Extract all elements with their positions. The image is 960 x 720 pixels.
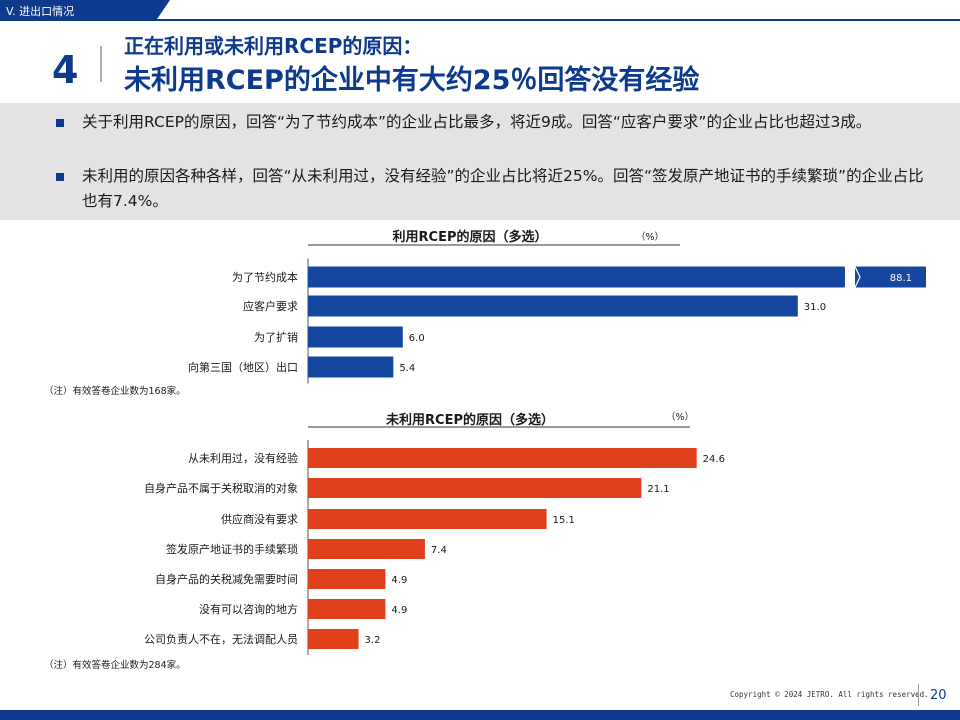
bar-category-label: 公司负责人不在，无法调配人员 bbox=[144, 632, 298, 646]
chart-unit: （%） bbox=[636, 231, 664, 243]
bar bbox=[308, 599, 386, 619]
section-divider bbox=[100, 46, 102, 82]
bar-category-label: 为了节约成本 bbox=[232, 270, 298, 284]
bar-value-label: 24.6 bbox=[703, 454, 725, 465]
page-title-line1: 正在利用或未利用RCEP的原因： bbox=[124, 34, 423, 58]
bar-category-label: 自身产品的关税减免需要时间 bbox=[155, 572, 298, 586]
bar-value-label: 6.0 bbox=[409, 333, 425, 344]
bar bbox=[308, 448, 697, 468]
bar-value-label: 88.1 bbox=[890, 273, 912, 284]
summary-bullet-text: 未利用的原因各种各样，回答“从未利用过，没有经验”的企业占比将近25%。回答“签… bbox=[82, 167, 924, 210]
bottom-bar bbox=[0, 710, 960, 720]
bar-continued bbox=[855, 266, 926, 288]
summary-bullet-2: 未利用的原因各种各样，回答“从未利用过，没有经验”的企业占比将近25%。回答“签… bbox=[56, 164, 936, 214]
bar-value-label: 21.1 bbox=[647, 484, 669, 495]
chart-title: 利用RCEP的原因（多选） bbox=[393, 229, 548, 245]
bullet-marker-icon bbox=[56, 119, 64, 127]
summary-bullet-text: 关于利用RCEP的原因，回答“为了节约成本”的企业占比最多，将近9成。回答“应客… bbox=[82, 113, 872, 131]
bar bbox=[308, 295, 798, 317]
page-title-line2: 未利用RCEP的企业中有大约25％回答没有经验 bbox=[124, 65, 700, 96]
bar-value-label: 15.1 bbox=[553, 515, 575, 526]
bar bbox=[308, 539, 425, 559]
bar-category-label: 为了扩销 bbox=[254, 330, 298, 344]
bar-category-label: 应客户要求 bbox=[243, 299, 298, 313]
bar-value-label: 3.2 bbox=[365, 635, 381, 646]
bar-category-label: 自身产品不属于关税取消的对象 bbox=[144, 481, 298, 495]
bar-value-label: 5.4 bbox=[399, 363, 415, 374]
bar bbox=[308, 509, 547, 529]
summary-bullet-1: 关于利用RCEP的原因，回答“为了节约成本”的企业占比最多，将近9成。回答“应客… bbox=[56, 110, 936, 135]
header-rule bbox=[0, 19, 960, 21]
bar bbox=[308, 326, 403, 348]
section-number: 4 bbox=[52, 48, 79, 92]
axis-break-mark bbox=[844, 266, 861, 288]
footer-divider bbox=[918, 684, 919, 706]
bar-value-label: 4.9 bbox=[391, 605, 407, 616]
bullet-marker-icon bbox=[56, 173, 64, 181]
page-number: 20 bbox=[930, 688, 947, 703]
chart2-note: （注）有效答卷企业数为284家。 bbox=[44, 660, 186, 671]
bar bbox=[308, 356, 394, 378]
section-tab: V. 进出口情况 bbox=[0, 0, 170, 20]
bar bbox=[308, 478, 642, 498]
bar-category-label: 向第三国（地区）出口 bbox=[188, 360, 298, 374]
bar-value-label: 7.4 bbox=[431, 545, 447, 556]
bar-value-label: 31.0 bbox=[804, 302, 826, 313]
chart1-note: （注）有效答卷企业数为168家。 bbox=[44, 386, 186, 397]
copyright: Copyright © 2024 JETRO. All rights reser… bbox=[730, 690, 929, 699]
bar-category-label: 没有可以咨询的地方 bbox=[199, 602, 298, 616]
bar-category-label: 从未利用过，没有经验 bbox=[188, 451, 298, 465]
bar-value-label: 4.9 bbox=[391, 575, 407, 586]
chart-unit: （%） bbox=[666, 411, 694, 423]
chart-title: 未利用RCEP的原因（多选） bbox=[385, 412, 554, 428]
bar bbox=[308, 266, 845, 288]
bar-category-label: 签发原产地证书的手续繁琐 bbox=[166, 542, 298, 556]
bar bbox=[308, 629, 359, 649]
section-tab-label: V. 进出口情况 bbox=[6, 5, 75, 18]
summary-box bbox=[0, 103, 960, 220]
bar-category-label: 供应商没有要求 bbox=[221, 512, 298, 526]
bar bbox=[308, 569, 386, 589]
